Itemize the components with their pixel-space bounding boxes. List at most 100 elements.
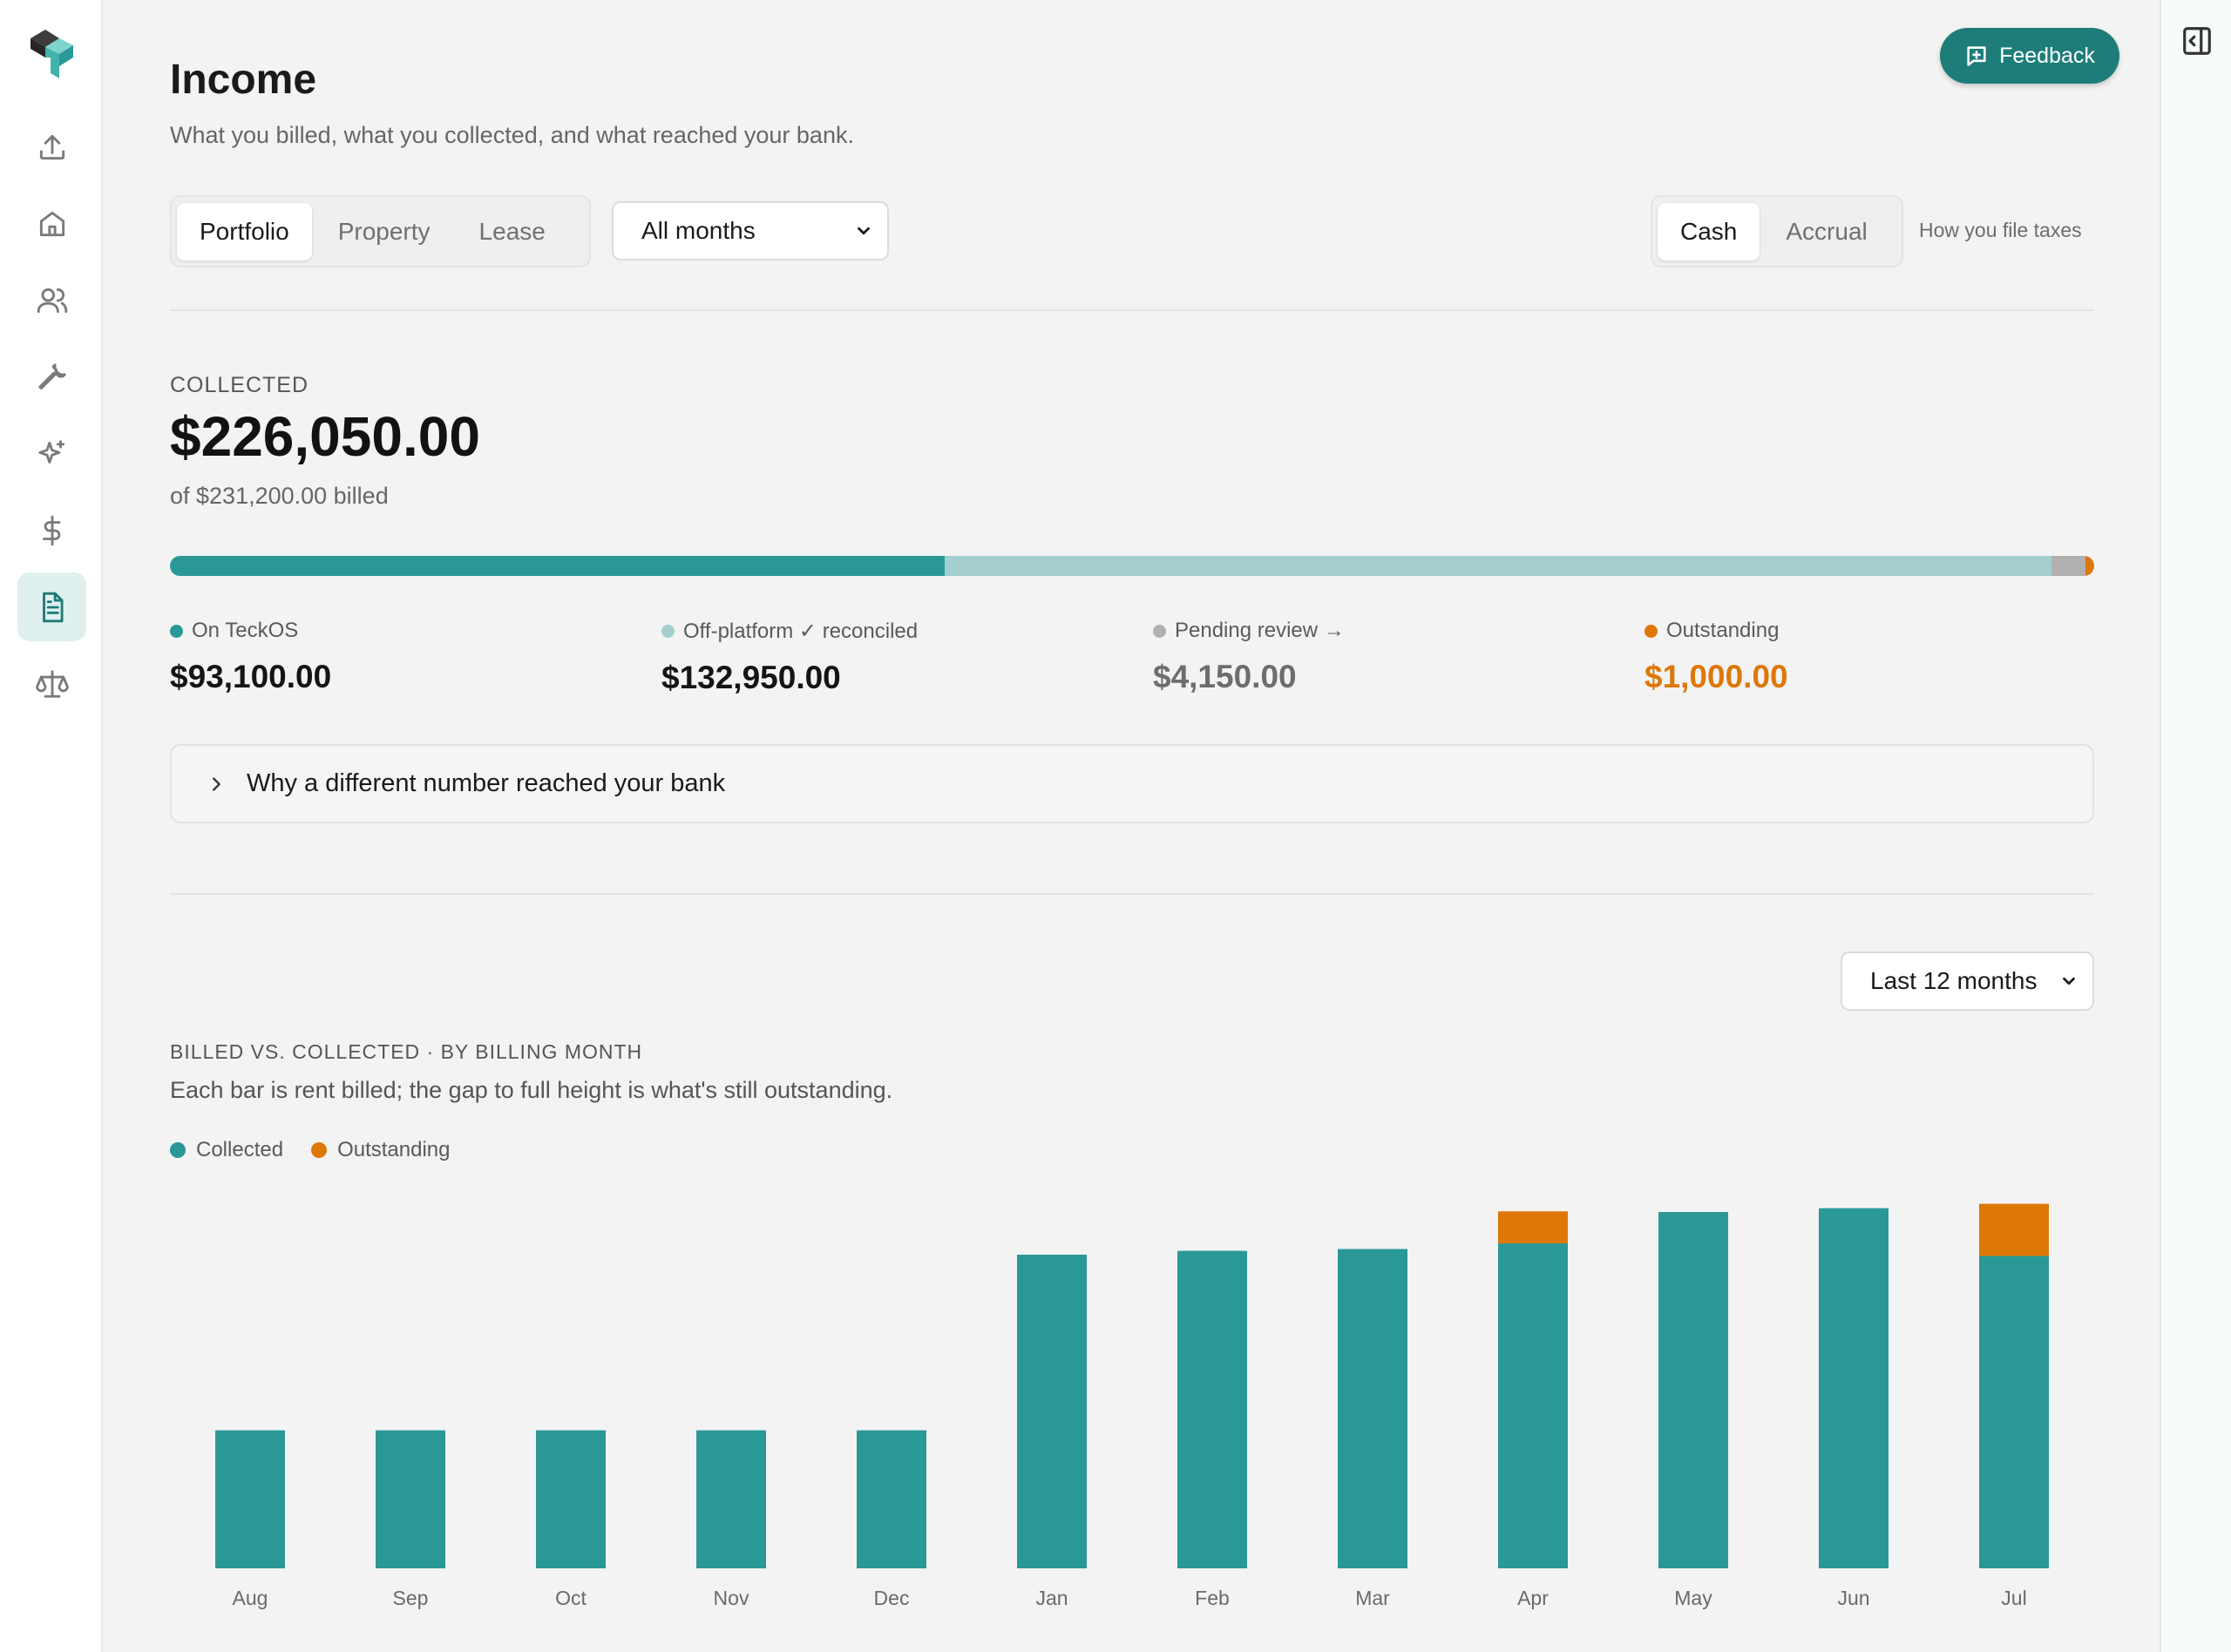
feedback-button[interactable]: Feedback (1940, 28, 2119, 84)
legend-swatch (170, 1142, 186, 1158)
sidebar-item-upload[interactable] (17, 112, 86, 181)
basis-segmented-control: Cash Accrual (1651, 195, 1903, 267)
accordion-label: Why a different number reached your bank (247, 769, 726, 797)
x-tick-label: Aug (233, 1587, 268, 1609)
scope-option-property[interactable]: Property (337, 217, 431, 245)
toggle-panel-button[interactable] (2180, 24, 2215, 59)
sidebar-item-home[interactable] (17, 189, 86, 258)
bar-cap-mar (1338, 1249, 1407, 1258)
document-icon (42, 592, 64, 622)
sidebar-item-legal[interactable] (17, 649, 86, 718)
stat-value: $93,100.00 (170, 659, 332, 694)
divider (170, 309, 2094, 311)
scope-option-portfolio[interactable]: Portfolio (177, 202, 312, 261)
scale-icon (35, 669, 69, 698)
billed-note: of $231,200.00 billed (170, 483, 389, 509)
x-tick-label: Apr (1517, 1587, 1549, 1609)
page-title: Income (170, 57, 317, 103)
period-select-value: All months (641, 217, 756, 244)
progress-segment-3 (2051, 556, 2086, 576)
bar-collected-nov[interactable] (696, 1430, 766, 1568)
x-tick-label: Mar (1355, 1587, 1390, 1609)
x-tick-label: Nov (714, 1587, 749, 1609)
sidebar-item-payments[interactable] (17, 496, 86, 565)
collected-label: COLLECTED (170, 373, 309, 397)
upload-icon (39, 134, 64, 159)
sidebar-item-ai[interactable] (17, 419, 86, 488)
x-tick-label: Jul (2001, 1587, 2026, 1609)
bank-difference-accordion[interactable]: Why a different number reached your bank (170, 744, 2094, 823)
outstanding-dot (1644, 624, 1658, 638)
feedback-label: Feedback (1999, 43, 2095, 68)
stat-off-platform: Off-platform ✓ reconciled $132,950.00 (661, 619, 918, 696)
stat-value: $4,150.00 (1153, 659, 1297, 694)
bar-collected-dec[interactable] (857, 1430, 926, 1568)
legend-swatch (311, 1142, 328, 1158)
stat-outstanding: Outstanding $1,000.00 (1644, 619, 1788, 695)
stat-pending-review[interactable]: Pending review → $4,150.00 (1153, 619, 1345, 695)
bar-collected-oct[interactable] (536, 1430, 606, 1568)
bar-cap-sep (376, 1430, 445, 1439)
legend-item-collected: Collected (170, 1138, 283, 1162)
bar-collected-sep[interactable] (376, 1430, 445, 1568)
panel-toggle-icon (2183, 27, 2211, 55)
bar-collected-feb[interactable] (1177, 1250, 1247, 1568)
bar-collected-jun[interactable] (1819, 1208, 1889, 1568)
off-platform-dot (661, 625, 675, 638)
bar-collected-may[interactable] (1658, 1212, 1728, 1568)
bar-cap-jan (1017, 1255, 1087, 1263)
bar-cap-nov (696, 1430, 766, 1439)
sidebar (0, 0, 103, 1652)
bar-cap-apr (1498, 1211, 1568, 1221)
x-tick-label: Dec (874, 1587, 910, 1609)
feedback-icon (1967, 46, 1986, 66)
page-subtitle: What you billed, what you collected, and… (170, 122, 854, 148)
bar-cap-feb (1177, 1250, 1247, 1260)
collected-amount: $226,050.00 (170, 405, 480, 468)
stat-label: On TeckOS (192, 619, 299, 642)
basis-note: How you file taxes (1919, 219, 2082, 241)
basis-option-cash[interactable]: Cash (1658, 202, 1760, 261)
dollar-icon (42, 515, 60, 545)
app-logo[interactable] (26, 26, 77, 82)
progress-segment-2 (945, 556, 2051, 576)
legend-label: Outstanding (337, 1138, 451, 1161)
stat-label: Pending review → (1175, 619, 1345, 642)
sidebar-item-income[interactable] (17, 572, 86, 641)
collection-progress-bar (170, 556, 2094, 576)
bar-cap-aug (215, 1430, 285, 1439)
chevron-down-icon (2063, 977, 2075, 985)
home-icon (39, 211, 64, 236)
x-tick-label: Sep (393, 1587, 429, 1609)
bar-collected-apr[interactable] (1498, 1243, 1568, 1568)
x-tick-label: Oct (555, 1587, 587, 1609)
sidebar-item-maintenance[interactable] (17, 342, 86, 411)
chart-range-select[interactable]: Last 12 months (1841, 951, 2094, 1011)
legend-label: Collected (196, 1138, 284, 1161)
bar-cap-oct (536, 1430, 606, 1439)
chevron-right-icon (213, 776, 220, 791)
bar-cap-jun (1819, 1208, 1889, 1217)
basis-option-accrual[interactable]: Accrual (1786, 217, 1868, 245)
period-select[interactable]: All months (612, 201, 889, 261)
bar-collected-mar[interactable] (1338, 1249, 1407, 1568)
x-tick-label: May (1674, 1587, 1712, 1609)
billed-vs-collected-chart: Aug Sep Oct Nov Dec Jan Feb Mar Apr May Jun Jul (215, 1203, 2049, 1609)
bar-cap-dec (857, 1430, 926, 1439)
pending-dot (1153, 624, 1166, 638)
bar-collected-aug[interactable] (215, 1430, 285, 1568)
stat-label: Outstanding (1666, 619, 1780, 642)
bar-collected-jan[interactable] (1017, 1255, 1087, 1568)
bar-cap-jul (1979, 1203, 2049, 1213)
bar-collected-jul[interactable] (1979, 1256, 2049, 1568)
sparkles-icon (37, 439, 64, 464)
scope-option-lease[interactable]: Lease (478, 217, 546, 245)
chart-legend: Collected Outstanding (170, 1138, 450, 1162)
progress-segment-4 (2085, 556, 2094, 576)
sidebar-item-tenants[interactable] (17, 266, 86, 335)
stat-label: Off-platform ✓ reconciled (683, 620, 919, 643)
stat-value: $132,950.00 (661, 660, 841, 695)
legend-item-outstanding: Outstanding (311, 1138, 450, 1162)
chart-heading: BILLED VS. COLLECTED · BY BILLING MONTH (170, 1040, 643, 1063)
on-platform-dot (170, 624, 183, 638)
